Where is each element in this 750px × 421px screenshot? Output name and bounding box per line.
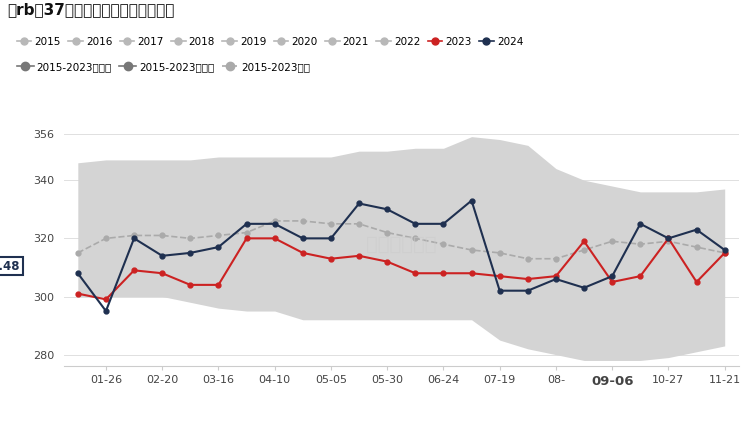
Text: 310.48: 310.48: [0, 259, 20, 272]
Legend: 2015, 2016, 2017, 2018, 2019, 2020, 2021, 2022, 2023, 2024: 2015, 2016, 2017, 2018, 2019, 2020, 2021…: [13, 32, 527, 51]
Text: 鑫金天风期货: 鑫金天风期货: [366, 234, 436, 254]
Legend: 2015-2023最大值, 2015-2023最小值, 2015-2023均值: 2015-2023最大值, 2015-2023最小值, 2015-2023均值: [13, 58, 314, 76]
Text: 《rb》37家锂厂热卷周产量（万吨）: 《rb》37家锂厂热卷周产量（万吨）: [8, 2, 175, 17]
